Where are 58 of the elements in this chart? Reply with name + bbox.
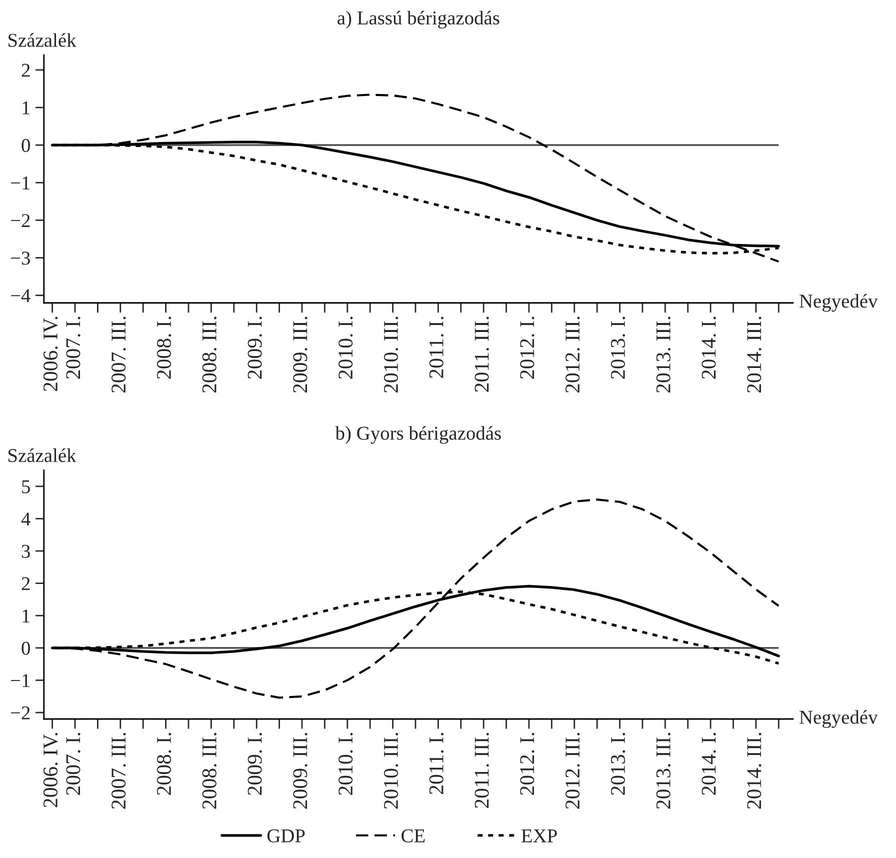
x-tick-label: 2010. I. [338,316,353,379]
legend-label: EXP [521,829,557,842]
x-tick-label: 2013. I. [610,316,626,379]
x-tick-label: 2009. I. [248,732,262,795]
x-tick-label: 2009. III. [293,316,308,393]
x-tick-label: 2009. III. [293,732,308,809]
y-tick-label: −1 [10,176,30,190]
y-axis-title: Százalék [8,448,76,462]
x-tick-label: 2013. III. [656,732,670,809]
x-tick-label: 2010. I. [338,732,353,795]
y-tick-label: −4 [10,289,30,302]
x-tick-label: 2014. I. [702,316,716,379]
x-tick-label: 2010. III. [384,316,398,393]
x-tick-label: 2013. III. [656,316,670,393]
x-tick-label: 2013. I. [610,732,626,795]
x-tick-label: 2006. IV. [43,316,58,392]
x-tick-label: 2007. III. [112,732,126,809]
x-tick-label: 2014. I. [702,732,716,795]
chart-title: b) Gyors bérigazodás [335,426,501,444]
y-tick-label: 3 [22,544,30,558]
y-tick-label: 4 [21,512,30,526]
x-tick-label: 2011. I. [429,732,444,794]
x-tick-label: 2012. I. [520,316,534,379]
x-tick-label: 2011. III. [474,316,489,392]
x-tick-label: 2012. I. [520,732,534,795]
x-tick-label: 2007. I. [66,732,80,795]
x-tick-label: 2011. I. [429,316,444,378]
y-tick-label: 2 [22,577,30,590]
x-tick-label: 2007. III. [112,316,126,393]
x-axis-title: Negyedév [800,710,878,728]
x-tick-label: 2008. I. [156,316,172,379]
x-tick-label: 2010. III. [384,732,398,809]
x-tick-label: 2006. IV. [43,732,58,808]
x-tick-label: 2008. III. [202,732,216,809]
x-tick-label: 2012. III. [566,732,580,809]
x-tick-label: 2007. I. [66,316,80,379]
y-tick-label: −2 [10,706,30,720]
y-tick-label: 1 [22,101,30,114]
y-tick-label: 5 [22,480,30,494]
y-tick-label: 1 [22,610,30,622]
y-tick-label: −2 [10,214,30,227]
y-tick-label: 2 [22,64,30,77]
x-tick-label: 2012. III. [566,316,580,393]
legend-label: CE [402,829,425,842]
legend-label: GDP [267,829,305,842]
y-tick-label: −1 [10,674,30,687]
x-tick-label: 2014. III. [747,732,762,809]
chart-title: a) Lassú bérigazodás [338,10,500,29]
x-tick-label: 2008. I. [156,732,172,795]
y-tick-label: −3 [10,252,30,265]
y-tick-label: 0 [22,138,30,152]
y-axis-title: Százalék [8,33,76,47]
x-axis-title: Negyedév [800,294,878,312]
x-tick-label: 2008. III. [202,316,216,393]
x-tick-label: 2014. III. [747,316,762,393]
x-tick-label: 2011. III. [474,732,489,808]
y-tick-label: 0 [22,642,30,655]
x-tick-label: 2009. I. [248,316,262,379]
